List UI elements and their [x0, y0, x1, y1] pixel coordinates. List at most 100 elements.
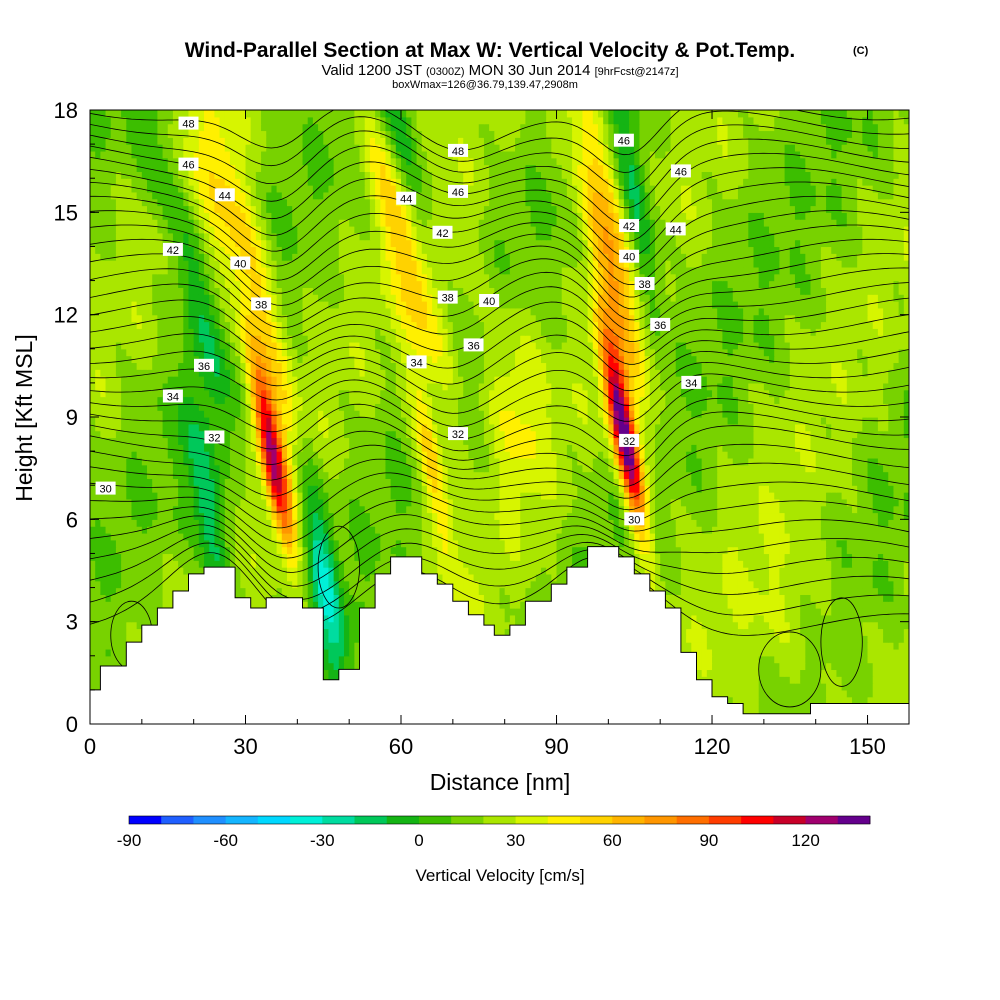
field-cell [525, 580, 532, 589]
field-cell [846, 642, 853, 650]
field-cell [489, 594, 495, 602]
field-cell [898, 655, 905, 664]
field-cell [178, 567, 184, 575]
field-cell [846, 526, 853, 534]
field-cell [354, 573, 361, 582]
field-cell [737, 655, 744, 664]
field-cell [706, 567, 713, 575]
field-cell [121, 532, 127, 541]
field-cell [820, 580, 827, 589]
field-cell [758, 676, 765, 684]
field-cell [660, 512, 666, 520]
field-cell [732, 608, 739, 616]
field-cell [805, 587, 812, 595]
field-cell [338, 560, 345, 568]
field-cell [349, 539, 355, 548]
field-cell [147, 546, 153, 555]
field-cell [877, 560, 884, 568]
field-cell [312, 539, 319, 548]
field-cell [680, 573, 687, 582]
field-cell [805, 580, 812, 589]
field-cell [810, 594, 817, 602]
field-cell [520, 587, 527, 595]
field-cell [836, 662, 843, 671]
field-cell [105, 648, 112, 657]
field-cell [90, 662, 96, 671]
field-cell [385, 505, 392, 514]
field-cell [442, 519, 449, 527]
field-cell [473, 594, 480, 602]
field-cell [727, 539, 734, 548]
field-cell [769, 676, 775, 684]
field-cell [810, 635, 817, 643]
field-cell [660, 546, 666, 555]
field-cell [240, 560, 247, 568]
field-cell [696, 546, 703, 555]
field-cell [877, 546, 884, 555]
field-cell [478, 560, 485, 568]
field-cell [349, 573, 355, 582]
field-cell [732, 553, 739, 561]
field-cell [846, 676, 853, 684]
field-cell [862, 553, 869, 561]
field-cell [333, 573, 340, 582]
field-cell [115, 573, 122, 582]
field-cell [390, 519, 397, 527]
field-cell [509, 526, 516, 534]
field-cell [877, 519, 884, 527]
field-cell [670, 512, 677, 520]
field-cell [136, 621, 143, 630]
field-cell [489, 580, 495, 589]
field-cell [898, 608, 905, 616]
field-cell [831, 539, 838, 548]
field-cell [115, 539, 122, 548]
field-cell [235, 573, 241, 582]
field-cell [509, 519, 516, 527]
field-cell [136, 628, 143, 636]
field-cell [717, 567, 723, 575]
field-cell [131, 614, 138, 623]
field-cell [826, 580, 832, 589]
field-cell [359, 601, 366, 609]
field-cell [323, 573, 330, 582]
field-cell [126, 560, 133, 568]
field-cell [680, 594, 687, 602]
field-cell [126, 608, 133, 616]
field-cell [520, 594, 527, 602]
field-cell [706, 594, 713, 602]
field-cell [193, 532, 200, 541]
field-cell [872, 683, 879, 691]
field-cell [820, 573, 827, 582]
field-cell [717, 560, 723, 568]
field-cell [136, 526, 143, 534]
field-cell [95, 580, 101, 589]
field-cell [328, 608, 335, 616]
field-cell [743, 642, 749, 650]
field-cell [794, 648, 801, 657]
field-cell [572, 526, 578, 534]
field-cell [722, 635, 729, 643]
field-cell [530, 567, 537, 575]
field-cell [769, 662, 775, 671]
field-cell [883, 567, 889, 575]
field-cell [587, 526, 594, 534]
field-cell [717, 655, 723, 664]
field-cell [509, 573, 516, 582]
field-cell [318, 546, 324, 555]
field-cell [846, 628, 853, 636]
field-cell [898, 662, 905, 671]
field-cell [204, 512, 210, 520]
field-cell [737, 594, 744, 602]
field-cell [587, 532, 594, 541]
field-cell [525, 526, 532, 534]
field-cell [857, 662, 863, 671]
field-cell [100, 526, 107, 534]
field-cell [245, 526, 252, 534]
field-cell [789, 567, 796, 575]
field-cell [162, 567, 169, 575]
field-cell [235, 512, 241, 520]
field-cell [338, 608, 345, 616]
field-cell [701, 573, 708, 582]
field-cell [333, 662, 340, 671]
field-cell [774, 635, 781, 643]
